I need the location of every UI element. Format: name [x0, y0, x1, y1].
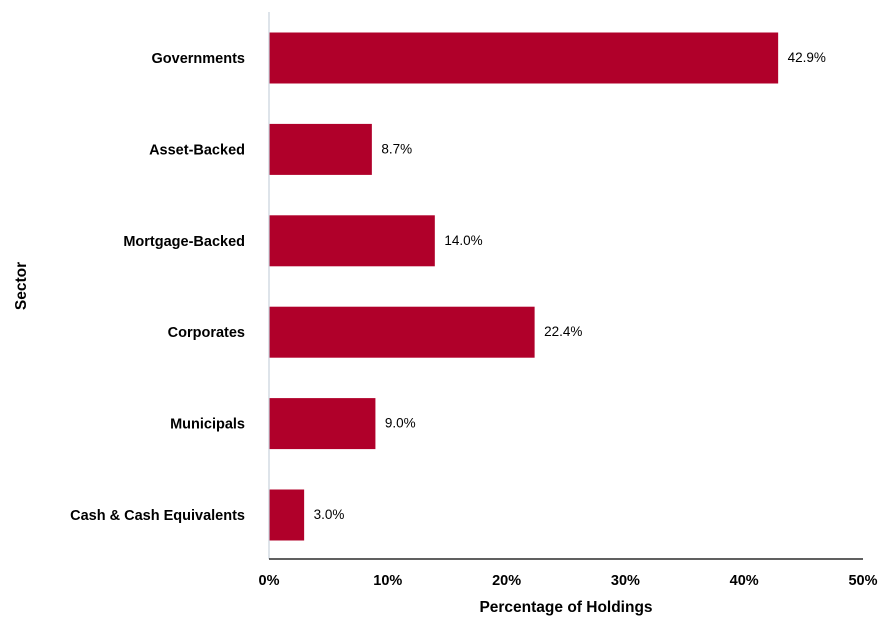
x-axis-title: Percentage of Holdings [479, 599, 652, 616]
data-labels: 42.9% 8.7% 14.0% 22.4% 9.0% 3.0% [314, 50, 826, 522]
x-tick-label: 40% [730, 573, 759, 589]
x-tick-label: 30% [611, 573, 640, 589]
category-label: Corporates [168, 325, 245, 341]
data-label: 14.0% [444, 233, 482, 248]
bar-governments [268, 31, 780, 85]
data-label: 22.4% [544, 324, 582, 339]
x-tick-label: 20% [492, 573, 521, 589]
category-label: Governments [152, 51, 245, 67]
bar-municipals [268, 397, 377, 451]
x-tick-labels: 0% 10% 20% 30% 40% 50% [259, 573, 878, 589]
x-tick-label: 0% [259, 573, 280, 589]
data-label: 42.9% [788, 50, 826, 65]
category-label: Asset-Backed [149, 142, 245, 158]
x-tick-label: 10% [373, 573, 402, 589]
x-tick-label: 50% [848, 573, 877, 589]
y-axis-title: Sector [13, 262, 30, 310]
bar-corporates [268, 305, 536, 359]
category-label: Mortgage-Backed [123, 234, 245, 250]
bar-mortgage-backed [268, 214, 436, 268]
category-labels: Governments Asset-Backed Mortgage-Backed Co… [70, 51, 245, 524]
bar-cash-and-cash-equivalents [268, 488, 306, 542]
bar-asset-backed [268, 122, 373, 176]
category-label: Cash & Cash Equivalents [70, 508, 245, 524]
bars-layer [268, 31, 780, 542]
data-label: 9.0% [385, 416, 416, 431]
data-label: 8.7% [381, 141, 412, 156]
category-label: Municipals [170, 417, 245, 433]
data-label: 3.0% [314, 507, 345, 522]
